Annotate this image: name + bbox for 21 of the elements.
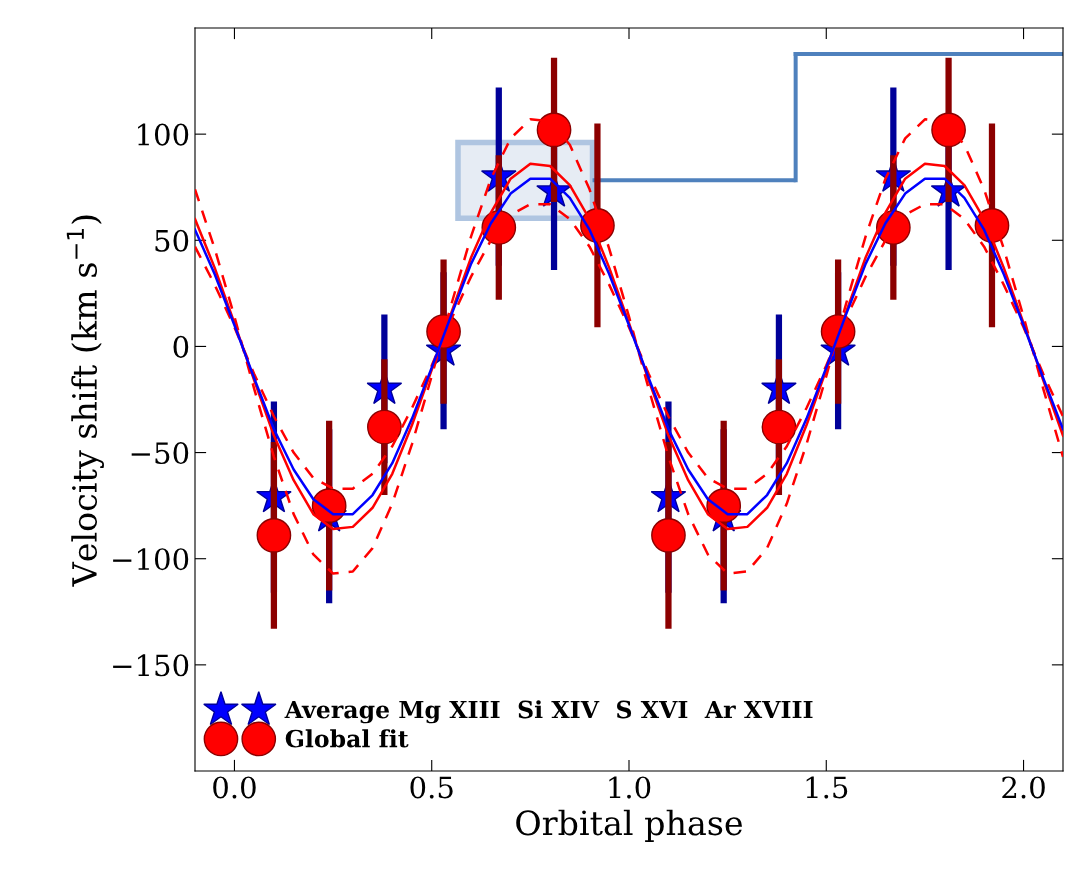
legend-label: Average Mg XIII Si XIV S XVI Ar XVIII	[284, 700, 813, 724]
x-tick-label: 0.5	[410, 776, 453, 799]
point	[256, 518, 292, 553]
y-axis-title: Velocity shift (km s$^{−1}$)	[66, 215, 104, 587]
y-tick-label: −150	[113, 654, 189, 677]
point	[761, 409, 797, 445]
x-tick-label: 1.0	[609, 776, 651, 799]
point	[367, 409, 402, 445]
x-tick-label: 2.0	[1002, 776, 1045, 799]
point	[651, 518, 686, 553]
x-axis-title: Orbital phase	[516, 809, 742, 842]
legend-label: Global fit	[285, 729, 409, 748]
point	[931, 112, 966, 148]
x-tick-label: 0.0	[213, 776, 256, 799]
point	[536, 112, 572, 148]
y-tick-label: −50	[131, 442, 189, 465]
x-tick-label: 1.5	[806, 776, 848, 799]
y-tick-label: 50	[155, 229, 189, 252]
y-tick-label: 100	[138, 123, 189, 146]
y-tick-label: −100	[113, 548, 189, 571]
y-tick-label: 0	[173, 335, 189, 358]
